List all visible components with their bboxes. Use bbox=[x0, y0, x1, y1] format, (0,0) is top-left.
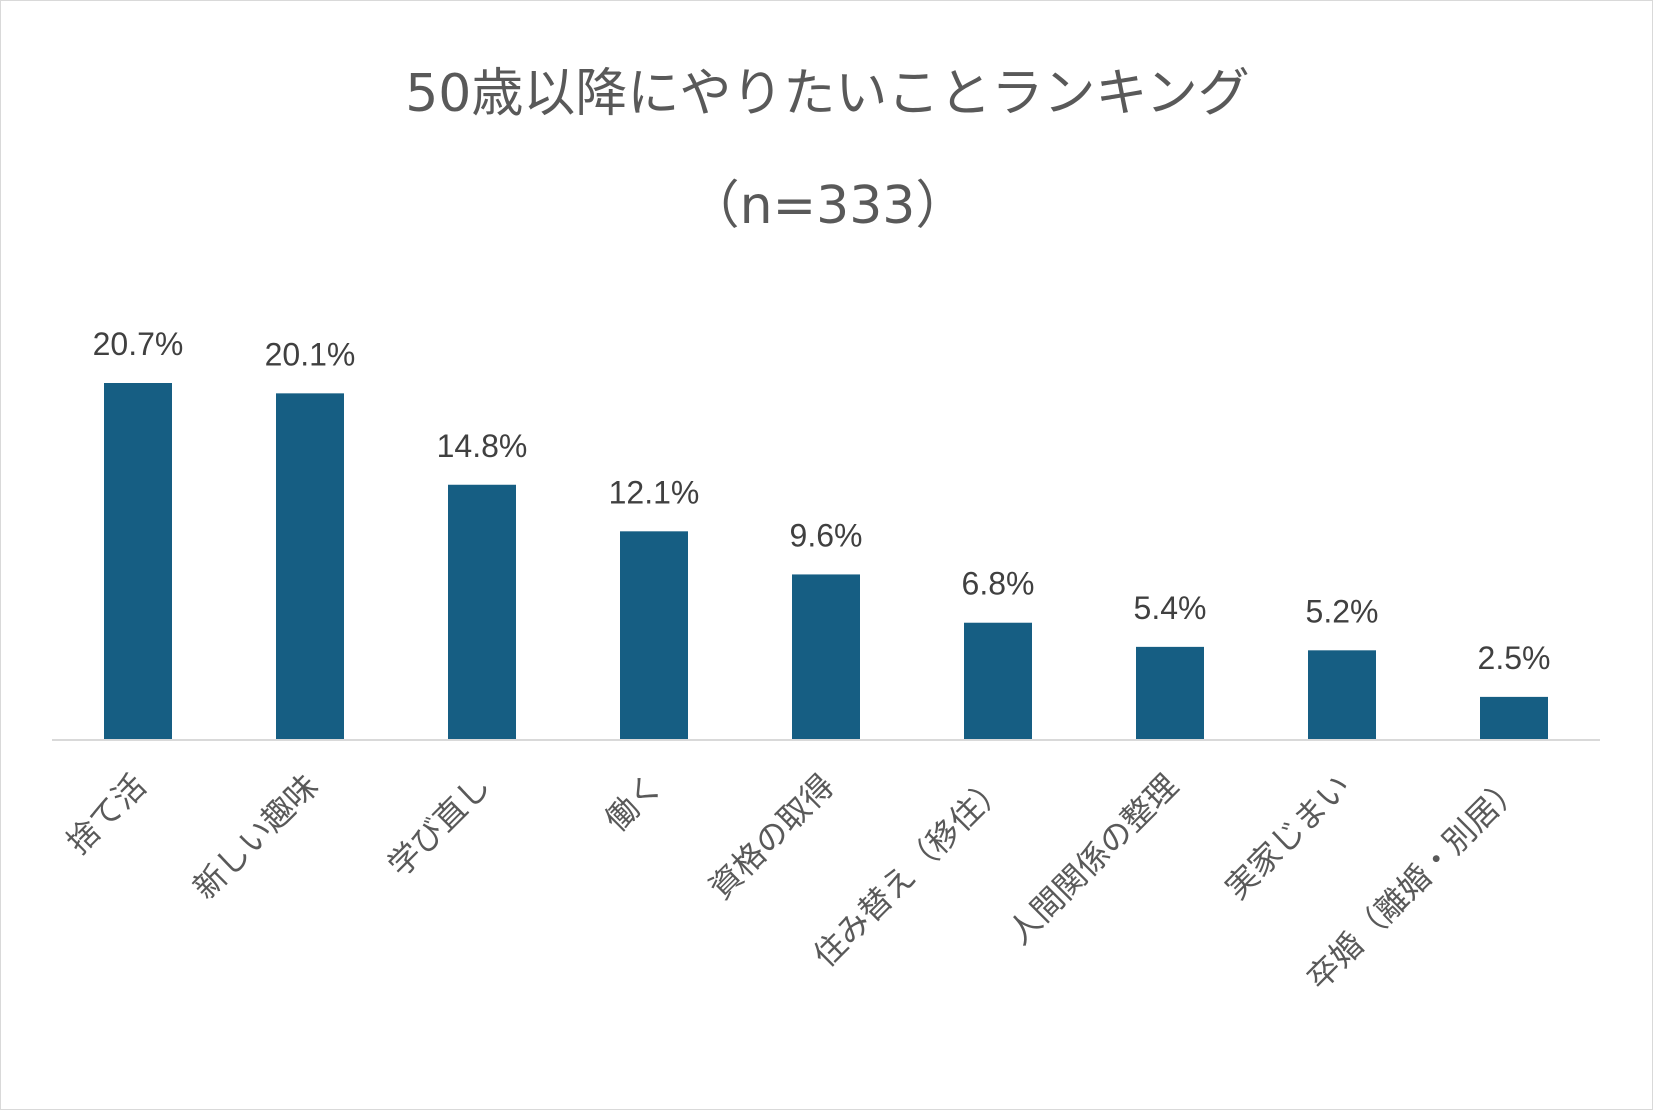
value-label-6: 6.8% bbox=[962, 566, 1035, 602]
category-label-4: 働く bbox=[598, 767, 670, 839]
bar-2 bbox=[276, 393, 344, 740]
category-label-3: 学び直し bbox=[380, 767, 497, 884]
bar-5 bbox=[792, 574, 860, 740]
category-label-8: 実家じまい bbox=[1218, 767, 1358, 907]
value-label-4: 12.1% bbox=[609, 474, 700, 510]
bar-4 bbox=[620, 531, 688, 740]
category-label-2: 新しい趣味 bbox=[186, 767, 326, 907]
bar-1 bbox=[104, 383, 172, 740]
bar-8 bbox=[1308, 650, 1376, 740]
value-label-8: 5.2% bbox=[1306, 593, 1379, 629]
value-label-3: 14.8% bbox=[437, 428, 528, 464]
value-label-1: 20.7% bbox=[93, 326, 184, 362]
category-label-1: 捨て活 bbox=[59, 767, 154, 862]
bar-3 bbox=[448, 484, 516, 740]
chart-subtitle: （n=333） bbox=[687, 176, 968, 236]
value-label-5: 9.6% bbox=[790, 517, 863, 553]
bar-9 bbox=[1480, 696, 1548, 740]
bar-7 bbox=[1136, 646, 1204, 740]
value-labels-group: 20.7% 20.1% 14.8% 12.1% 9.6% 6.8% 5.4% 5.2% 2.5% bbox=[93, 326, 1551, 676]
chart-title: 50歳以降にやりたいことランキング bbox=[405, 64, 1250, 124]
category-label-7: 人間関係の整理 bbox=[1000, 767, 1185, 952]
value-label-2: 20.1% bbox=[265, 336, 356, 372]
value-label-7: 5.4% bbox=[1134, 590, 1207, 626]
value-label-9: 2.5% bbox=[1478, 640, 1551, 676]
category-label-5: 資格の取得 bbox=[702, 767, 842, 907]
bars-group bbox=[104, 383, 1548, 740]
bar-6 bbox=[964, 622, 1032, 740]
